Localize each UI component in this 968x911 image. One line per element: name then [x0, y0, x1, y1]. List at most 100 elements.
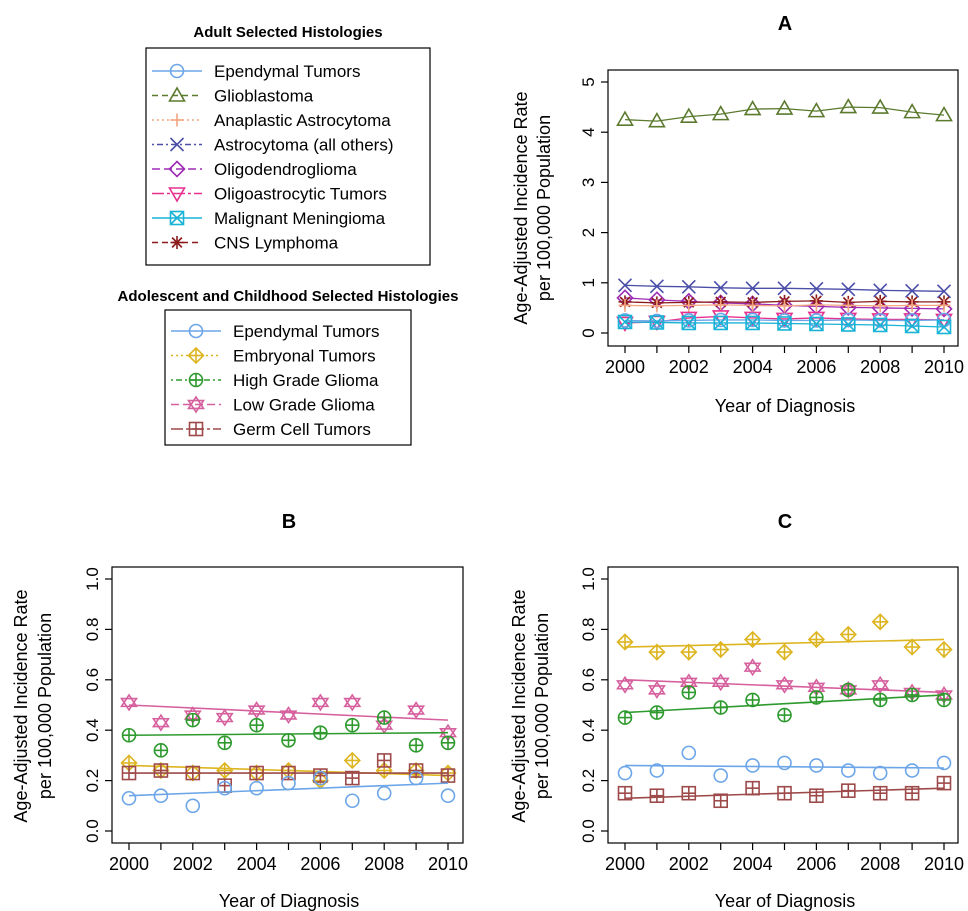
data-point	[936, 692, 952, 708]
data-point	[713, 700, 729, 715]
data-point	[681, 785, 697, 801]
series-high-grade-glioma	[617, 682, 952, 725]
data-point	[682, 298, 696, 312]
data-point	[936, 755, 952, 771]
data-point	[713, 315, 729, 331]
data-point	[711, 310, 730, 326]
y-tick-label: 5	[579, 77, 598, 86]
data-point	[712, 640, 730, 659]
adult-legend-marker	[169, 210, 185, 226]
adult-legend-label: Glioblastoma	[214, 87, 314, 106]
data-point	[185, 765, 201, 781]
data-point	[840, 682, 856, 698]
data-point	[649, 279, 664, 294]
data-point	[840, 763, 856, 778]
data-point	[872, 317, 888, 333]
y-tick-label: 0.0	[83, 819, 102, 843]
adult-legend-marker	[170, 236, 184, 249]
adult-legend-entry: CNS Lymphoma	[152, 234, 339, 253]
data-point	[904, 687, 920, 703]
data-point	[216, 761, 234, 780]
y-tick-label: 1.0	[579, 567, 598, 591]
child-legend: Adolescent and Childhood Selected Histol…	[118, 288, 459, 446]
adult-legend-entry: Ependymal Tumors	[152, 62, 360, 81]
data-point	[807, 102, 826, 118]
panel-c-xlabel: Year of Diagnosis	[715, 891, 855, 911]
y-tick-label: 0.6	[83, 668, 102, 692]
x-tick-label: 2006	[796, 854, 836, 874]
data-point	[279, 706, 298, 725]
data-point	[616, 633, 634, 651]
series-embryonal-tumors	[616, 613, 953, 661]
adult-legend-label: Oligodendroglioma	[214, 160, 357, 179]
data-point	[777, 281, 792, 296]
data-point	[408, 738, 424, 753]
data-point	[809, 316, 824, 332]
adult-legend-entry: Astrocytoma (all others)	[152, 136, 394, 155]
data-point	[809, 690, 824, 705]
data-point	[376, 785, 392, 801]
data-point	[440, 735, 456, 751]
data-point	[871, 675, 890, 694]
data-point	[151, 713, 170, 732]
series-malignant-meningioma	[617, 314, 952, 335]
child-legend-marker	[188, 372, 204, 388]
data-point	[743, 630, 762, 649]
series-germ-cell-tumors	[617, 775, 952, 809]
trend-line	[624, 679, 945, 694]
adult-legend-marker	[168, 187, 186, 203]
data-point	[249, 717, 264, 733]
y-tick-label: 0.0	[579, 819, 598, 843]
panel-a: A Age-Adjusted Incidence Rate per 100,00…	[511, 13, 964, 416]
adult-legend-box	[145, 47, 431, 266]
data-point	[617, 710, 633, 725]
data-point	[745, 758, 760, 773]
trend-line	[128, 704, 449, 721]
data-point	[616, 110, 634, 126]
data-point	[376, 710, 392, 725]
data-point	[344, 770, 360, 786]
panel-c: C Age-Adjusted Incidence Rate per 100,00…	[509, 511, 964, 911]
x-tick-label: 2000	[605, 854, 645, 874]
data-point	[648, 643, 666, 661]
series-ependymal-tumors	[617, 745, 952, 783]
x-tick-label: 2008	[364, 854, 404, 874]
data-point	[937, 298, 951, 312]
data-point	[904, 763, 920, 778]
data-point	[936, 775, 952, 791]
x-tick-label: 2004	[237, 854, 277, 874]
child-legend-label: Germ Cell Tumors	[233, 420, 371, 439]
data-point	[249, 780, 264, 796]
panel-a-ylabel-line2: per 100,000 Population	[534, 115, 554, 301]
data-point	[153, 743, 169, 758]
data-point	[936, 319, 952, 335]
child-legend-marker	[188, 323, 204, 339]
data-point	[777, 755, 792, 771]
data-point	[153, 788, 169, 804]
data-point	[344, 717, 360, 733]
data-point	[376, 753, 392, 768]
child-legend-marker	[187, 395, 205, 414]
data-point	[616, 316, 634, 333]
data-point	[649, 788, 665, 804]
data-point	[121, 765, 137, 781]
data-point	[775, 675, 794, 694]
data-point	[840, 317, 856, 332]
data-point	[313, 770, 328, 786]
adult-legend-label: Anaplastic Astrocytoma	[214, 111, 391, 130]
data-point	[809, 298, 823, 312]
data-point	[775, 99, 794, 115]
data-point	[681, 315, 697, 331]
data-point	[873, 299, 887, 313]
panel-b: B Age-Adjusted Incidence Rate per 100,00…	[11, 511, 468, 911]
data-point	[185, 798, 201, 814]
adult-legend-marker	[169, 137, 185, 152]
child-legend-label: Ependymal Tumors	[233, 322, 379, 341]
x-tick-label: 2008	[860, 357, 900, 377]
child-legend-title: Adolescent and Childhood Selected Histol…	[118, 288, 459, 305]
x-tick-label: 2000	[605, 357, 645, 377]
data-point	[872, 765, 888, 781]
y-tick-label: 0.2	[579, 769, 598, 793]
data-point	[809, 281, 824, 296]
data-point	[408, 770, 424, 786]
